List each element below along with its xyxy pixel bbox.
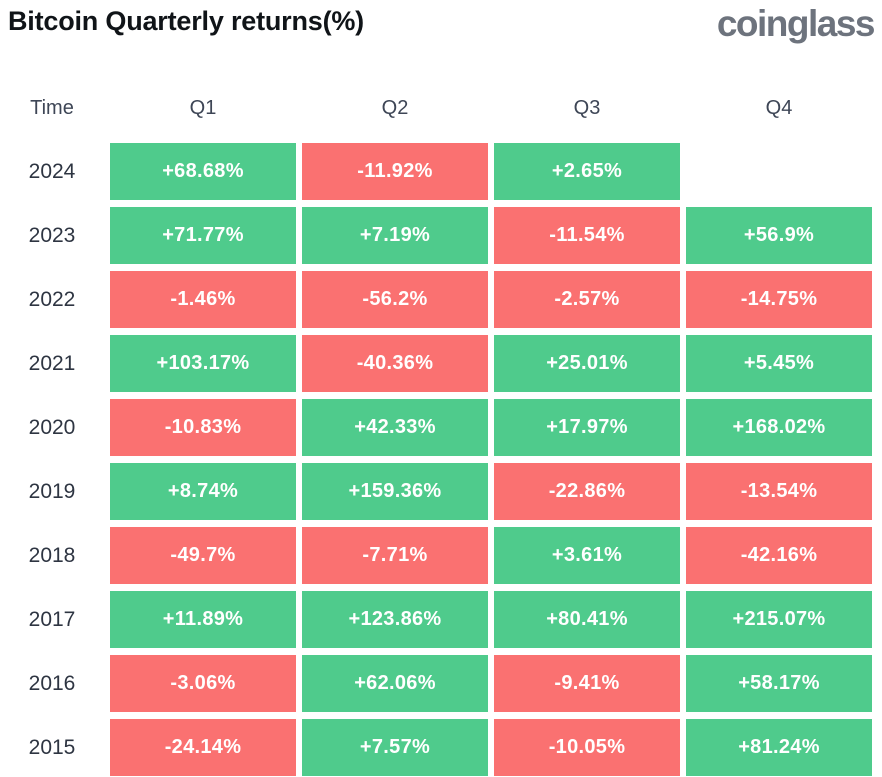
return-cell-2018-q3: +3.61% bbox=[494, 527, 680, 584]
return-cell-2023-q2: +7.19% bbox=[302, 207, 488, 264]
return-cell-2021-q1: +103.17% bbox=[110, 335, 296, 392]
year-label: 2022 bbox=[28, 287, 76, 311]
return-cell-2023-q4: +56.9% bbox=[686, 207, 872, 264]
return-cell-2016-q3: -9.41% bbox=[494, 655, 680, 712]
column-header-q4: Q4 bbox=[765, 96, 793, 119]
table-body: 2024 +68.68% -11.92% +2.65% 2023 +71.77% +7.19… bbox=[0, 143, 872, 777]
return-cell-2023-q3: -11.54% bbox=[494, 207, 680, 264]
return-cell-2015-q4: +81.24% bbox=[686, 719, 872, 776]
return-cell-2015-q3: -10.05% bbox=[494, 719, 680, 776]
return-cell-2019-q4: -13.54% bbox=[686, 463, 872, 520]
return-cell-2019-q1: +8.74% bbox=[110, 463, 296, 520]
page-title: Bitcoin Quarterly returns(%) bbox=[8, 6, 364, 36]
return-cell-2015-q2: +7.57% bbox=[302, 719, 488, 776]
return-cell-2020-q2: +42.33% bbox=[302, 399, 488, 456]
table-row-2024: 2024 +68.68% -11.92% +2.65% bbox=[0, 143, 872, 200]
return-cell-2024-q2: -11.92% bbox=[302, 143, 488, 200]
year-label: 2015 bbox=[28, 735, 76, 759]
return-cell-2020-q1: -10.83% bbox=[110, 399, 296, 456]
table-row-2021: 2021 +103.17% -40.36% +25.01% +5.45% bbox=[0, 335, 872, 392]
return-cell-2017-q4: +215.07% bbox=[686, 591, 872, 648]
year-label: 2017 bbox=[28, 607, 76, 631]
column-header-q2: Q2 bbox=[381, 96, 409, 119]
year-label: 2020 bbox=[28, 415, 76, 439]
table-row-2017: 2017 +11.89% +123.86% +80.41% +215.07% bbox=[0, 591, 872, 648]
table-row-2022: 2022 -1.46% -56.2% -2.57% -14.75% bbox=[0, 271, 872, 328]
return-cell-2024-q3: +2.65% bbox=[494, 143, 680, 200]
return-cell-2018-q4: -42.16% bbox=[686, 527, 872, 584]
return-cell-2019-q2: +159.36% bbox=[302, 463, 488, 520]
return-cell-2021-q2: -40.36% bbox=[302, 335, 488, 392]
return-cell-2017-q2: +123.86% bbox=[302, 591, 488, 648]
return-cell-2018-q1: -49.7% bbox=[110, 527, 296, 584]
return-cell-2016-q2: +62.06% bbox=[302, 655, 488, 712]
column-header-q1: Q1 bbox=[189, 96, 217, 119]
return-cell-2018-q2: -7.71% bbox=[302, 527, 488, 584]
return-cell-2016-q4: +58.17% bbox=[686, 655, 872, 712]
table-row-2023: 2023 +71.77% +7.19% -11.54% +56.9% bbox=[0, 207, 872, 264]
return-cell-2022-q4: -14.75% bbox=[686, 271, 872, 328]
return-cell-2021-q4: +5.45% bbox=[686, 335, 872, 392]
return-cell-2022-q3: -2.57% bbox=[494, 271, 680, 328]
year-label: 2018 bbox=[28, 543, 76, 567]
return-cell-2022-q2: -56.2% bbox=[302, 271, 488, 328]
return-cell-2016-q1: -3.06% bbox=[110, 655, 296, 712]
table-row-2015: 2015 -24.14% +7.57% -10.05% +81.24% bbox=[0, 719, 872, 776]
empty-cell bbox=[686, 143, 872, 200]
return-cell-2019-q3: -22.86% bbox=[494, 463, 680, 520]
year-label: 2024 bbox=[28, 159, 76, 183]
year-label: 2023 bbox=[28, 223, 76, 247]
return-cell-2015-q1: -24.14% bbox=[110, 719, 296, 776]
table-row-2018: 2018 -49.7% -7.71% +3.61% -42.16% bbox=[0, 527, 872, 584]
return-cell-2020-q3: +17.97% bbox=[494, 399, 680, 456]
year-label: 2019 bbox=[28, 479, 76, 503]
return-cell-2024-q1: +68.68% bbox=[110, 143, 296, 200]
table-row-2016: 2016 -3.06% +62.06% -9.41% +58.17% bbox=[0, 655, 872, 712]
coinglass-logo[interactable]: coinglass bbox=[716, 3, 876, 44]
return-cell-2021-q3: +25.01% bbox=[494, 335, 680, 392]
table-row-2019: 2019 +8.74% +159.36% -22.86% -13.54% bbox=[0, 463, 872, 520]
table-row-2020: 2020 -10.83% +42.33% +17.97% +168.02% bbox=[0, 399, 872, 456]
column-header-q3: Q3 bbox=[573, 96, 601, 119]
return-cell-2017-q1: +11.89% bbox=[110, 591, 296, 648]
return-cell-2023-q1: +71.77% bbox=[110, 207, 296, 264]
year-label: 2016 bbox=[28, 671, 76, 695]
return-cell-2020-q4: +168.02% bbox=[686, 399, 872, 456]
return-cell-2017-q3: +80.41% bbox=[494, 591, 680, 648]
return-cell-2022-q1: -1.46% bbox=[110, 271, 296, 328]
column-header-time: Time bbox=[30, 96, 74, 119]
table-header: Time Q1 Q2 Q3 Q4 bbox=[0, 95, 872, 121]
year-label: 2021 bbox=[28, 351, 76, 375]
